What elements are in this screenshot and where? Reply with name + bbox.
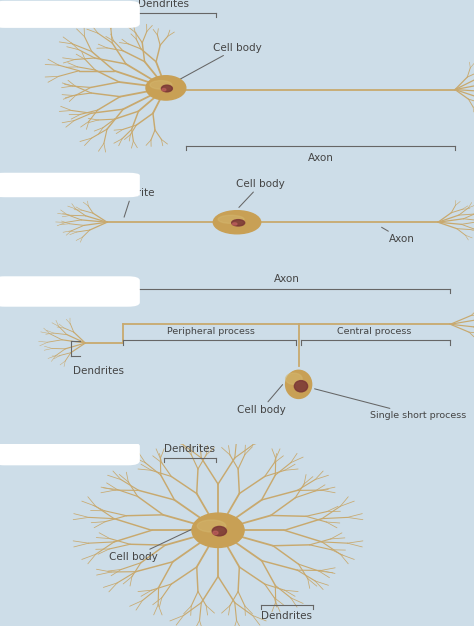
Text: Dendrite: Dendrite [109,188,155,217]
Text: Axon: Axon [308,153,333,163]
FancyBboxPatch shape [0,1,140,28]
Ellipse shape [213,531,218,535]
Ellipse shape [197,520,226,532]
Ellipse shape [146,76,186,100]
Text: Cell body: Cell body [237,384,286,414]
Text: Axon: Axon [382,227,415,244]
Text: Dendrites: Dendrites [138,0,189,9]
Text: Dendrites: Dendrites [164,444,215,454]
Text: Dendrites: Dendrites [73,366,125,376]
Text: Central process: Central process [337,327,411,336]
Text: Single short process: Single short process [315,389,466,420]
Text: Axon: Axon [274,274,300,284]
Ellipse shape [150,81,172,89]
Ellipse shape [218,215,244,223]
FancyBboxPatch shape [0,276,140,307]
Ellipse shape [213,211,261,233]
Ellipse shape [232,223,237,225]
Text: Cell body: Cell body [109,528,194,562]
Ellipse shape [212,526,227,536]
Ellipse shape [285,373,302,384]
FancyBboxPatch shape [0,442,140,465]
Ellipse shape [285,370,312,399]
Ellipse shape [162,85,173,92]
Ellipse shape [162,88,166,91]
Text: Cell body: Cell body [237,179,285,207]
FancyBboxPatch shape [0,173,140,197]
Text: Dendrites: Dendrites [261,611,312,621]
Ellipse shape [192,513,244,548]
Text: Cell body: Cell body [180,43,262,79]
Ellipse shape [294,381,308,392]
Ellipse shape [232,220,245,226]
Text: Peripheral process: Peripheral process [167,327,255,336]
